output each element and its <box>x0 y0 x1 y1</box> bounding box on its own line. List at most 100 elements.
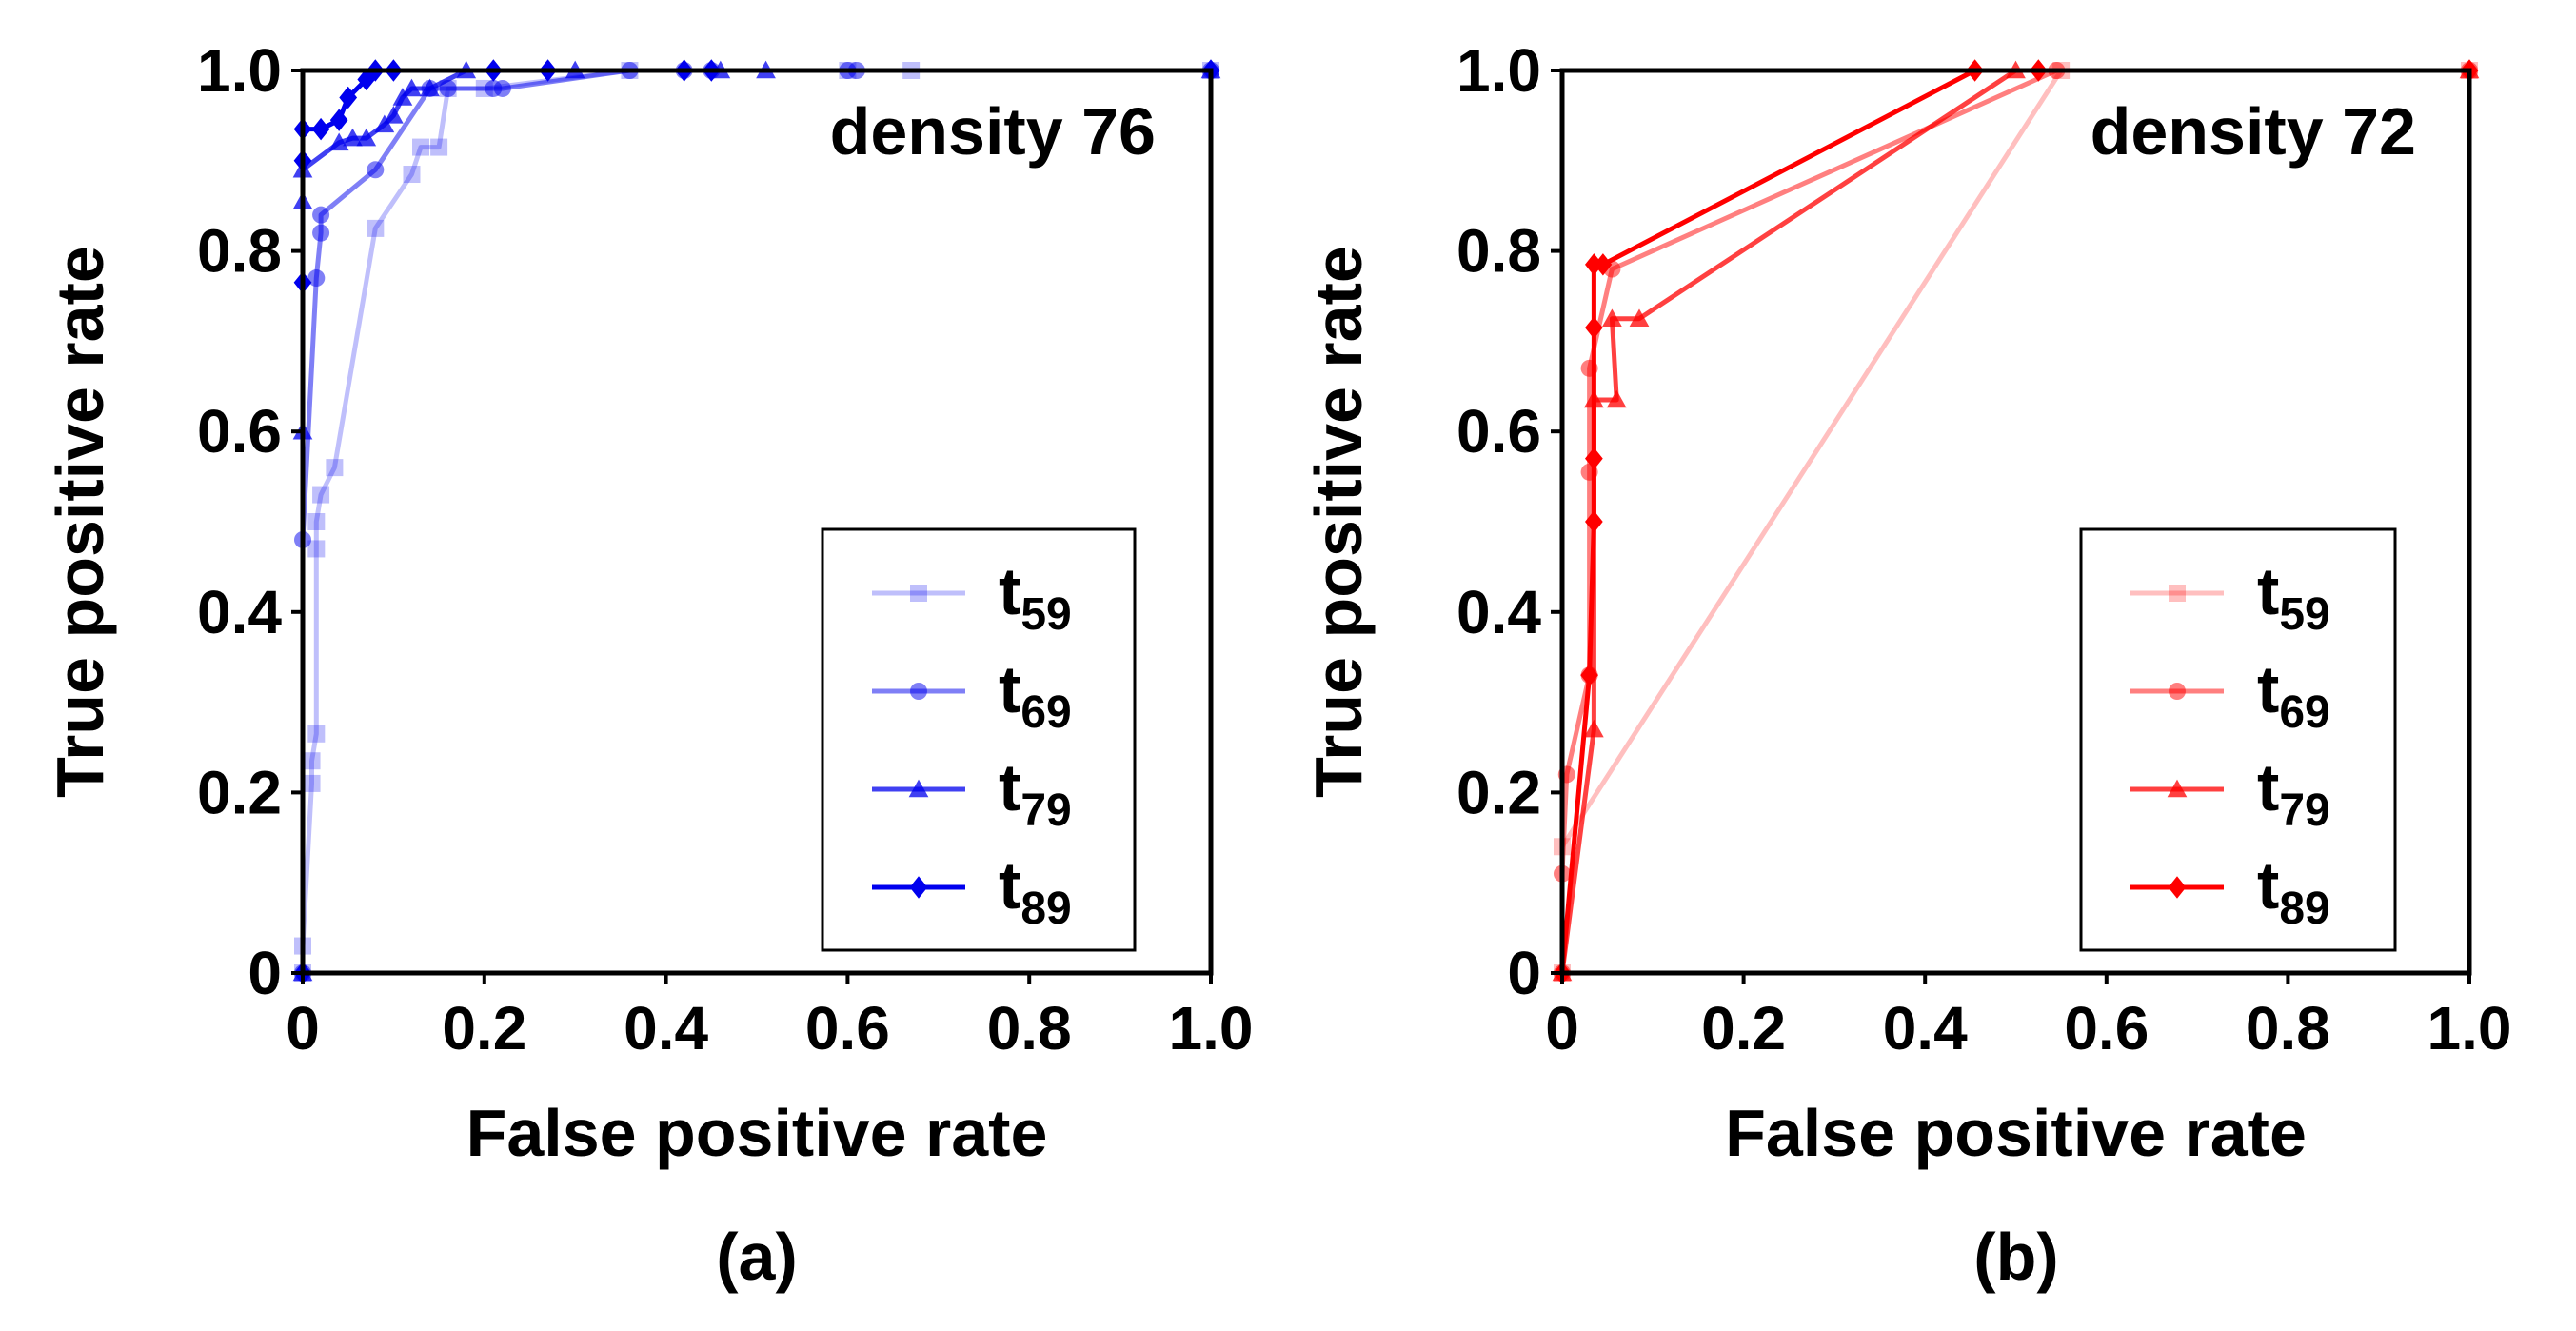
plot-frame <box>300 68 1214 976</box>
legend-label-subscript: 69 <box>1020 687 1071 738</box>
legend-box <box>2079 527 2397 952</box>
data-point-t79-5 <box>1629 308 1650 327</box>
legend-marker <box>910 683 927 700</box>
data-point-t79-4 <box>328 132 349 151</box>
x-tick-label: 0 <box>1545 994 1579 1063</box>
x-axis-label: False positive rate <box>466 1096 1048 1170</box>
chart-panel-a: 0 0.2 0.4 0.6 0.8 1.0 0 0.2 0.4 0.6 0.8 1.0 False po… <box>43 36 1253 1294</box>
data-point-t59-3 <box>303 752 321 770</box>
x-tick-label: 1.0 <box>1169 994 1254 1063</box>
y-tick-label: 0.4 <box>1456 578 1541 646</box>
data-point-t89-7 <box>357 68 376 91</box>
y-tick-label: 0.6 <box>1456 397 1541 466</box>
data-point-t79-8 <box>384 106 404 124</box>
legend-marker <box>2167 779 2188 798</box>
y-tick-label: 0 <box>248 939 282 1007</box>
legend-box <box>821 527 1137 952</box>
x-tick-label: 0 <box>286 994 320 1063</box>
data-point-t79-6 <box>356 128 377 147</box>
x-axis-label: False positive rate <box>1725 1096 2307 1170</box>
y-tick-label: 1.0 <box>1456 36 1541 105</box>
density-annotation: density 76 <box>830 94 1156 169</box>
data-point-t59-4 <box>307 725 326 743</box>
data-point-t89-3 <box>1584 447 1603 470</box>
data-point-t59-11 <box>412 138 430 156</box>
y-tick-label: 0.4 <box>197 578 282 646</box>
data-point-t79-11 <box>420 78 440 97</box>
y-tick-label: 0.8 <box>1456 217 1541 286</box>
legend-label: t59 <box>999 554 1072 640</box>
legend-label: t89 <box>2257 848 2330 934</box>
data-point-t59-6 <box>307 513 326 530</box>
data-point-t59-9 <box>367 219 385 237</box>
y-axis-label: True positive rate <box>1301 246 1376 798</box>
data-point-t69-2 <box>307 269 326 288</box>
legend-item-t59: t59 <box>872 554 1072 640</box>
data-point-t89-6 <box>339 86 358 109</box>
data-point-t79-1 <box>1584 719 1604 738</box>
legend-marker <box>2169 585 2186 602</box>
legend-marker <box>909 876 928 899</box>
data-point-t79-7 <box>374 114 395 133</box>
data-point-t59-7 <box>312 486 330 504</box>
x-tick-label: 1.0 <box>2427 994 2512 1063</box>
y-tick-label: 0.2 <box>197 758 282 826</box>
legend-label-subscript: 89 <box>1020 884 1071 934</box>
legend-item-t69: t69 <box>2130 652 2330 738</box>
data-point-t69-3 <box>312 224 330 242</box>
data-point-t89-2 <box>1584 510 1603 533</box>
x-tick-label: 0.2 <box>442 994 526 1063</box>
data-point-t79-10 <box>402 78 422 97</box>
data-point-t59-5 <box>307 540 326 558</box>
data-point-t89-6 <box>1594 253 1613 276</box>
legend-marker <box>910 585 927 602</box>
legend-label-subscript: 79 <box>2279 785 2329 836</box>
data-point-t79-4 <box>1602 308 1622 327</box>
data-point-t59-8 <box>326 459 344 477</box>
legend-marker <box>908 779 929 798</box>
x-tick-label: 0.6 <box>805 994 890 1063</box>
data-point-t89-4 <box>311 117 330 141</box>
data-point-t79-9 <box>392 88 413 106</box>
panel-label: (b) <box>1973 1220 2058 1294</box>
data-point-t69-9 <box>493 79 511 97</box>
legend-label-subscript: 59 <box>1020 589 1071 640</box>
legend-marker <box>2168 876 2187 899</box>
x-tick-label: 0.8 <box>2246 994 2330 1063</box>
y-tick-label: 0.6 <box>197 397 282 466</box>
plot-frame <box>1559 68 2472 976</box>
density-annotation: density 72 <box>2091 94 2416 169</box>
data-point-t89-4 <box>1584 316 1603 339</box>
y-axis-label: True positive rate <box>43 246 117 798</box>
data-point-t79-3 <box>1606 389 1627 408</box>
legend-label-subscript: 69 <box>2279 687 2329 738</box>
legend-marker <box>2169 683 2186 700</box>
data-point-t59-2 <box>303 774 321 792</box>
data-point-t89-5 <box>329 109 348 131</box>
y-tick-label: 0 <box>1507 939 1541 1007</box>
data-point-t59-12 <box>430 138 448 156</box>
legend-label-subscript: 89 <box>2279 884 2329 934</box>
legend-label-subscript: 59 <box>2279 589 2329 640</box>
x-tick-label: 0.8 <box>987 994 1072 1063</box>
data-point-t79-5 <box>343 128 363 147</box>
panel-label: (a) <box>716 1220 798 1294</box>
legend-item-t89: t89 <box>2130 848 2330 934</box>
data-point-t69-5 <box>367 161 385 179</box>
y-tick-label: 0.8 <box>197 217 282 286</box>
data-point-t89-5 <box>1584 253 1603 276</box>
data-point-t69-4 <box>312 206 330 224</box>
chart-panel-b: 0 0.2 0.4 0.6 0.8 1.0 0 0.2 0.4 0.6 0.8 1.0 False po… <box>1301 36 2511 1294</box>
x-tick-label: 0.4 <box>624 994 708 1063</box>
data-point-t89-1 <box>1580 664 1598 686</box>
y-tick-label: 0.2 <box>1456 758 1541 826</box>
y-tick-label: 1.0 <box>197 36 282 105</box>
data-point-t59-10 <box>403 166 421 184</box>
x-tick-label: 0.2 <box>1701 994 1786 1063</box>
x-tick-label: 0.6 <box>2064 994 2149 1063</box>
legend-label-subscript: 79 <box>1020 785 1071 836</box>
x-tick-label: 0.4 <box>1883 994 1968 1063</box>
